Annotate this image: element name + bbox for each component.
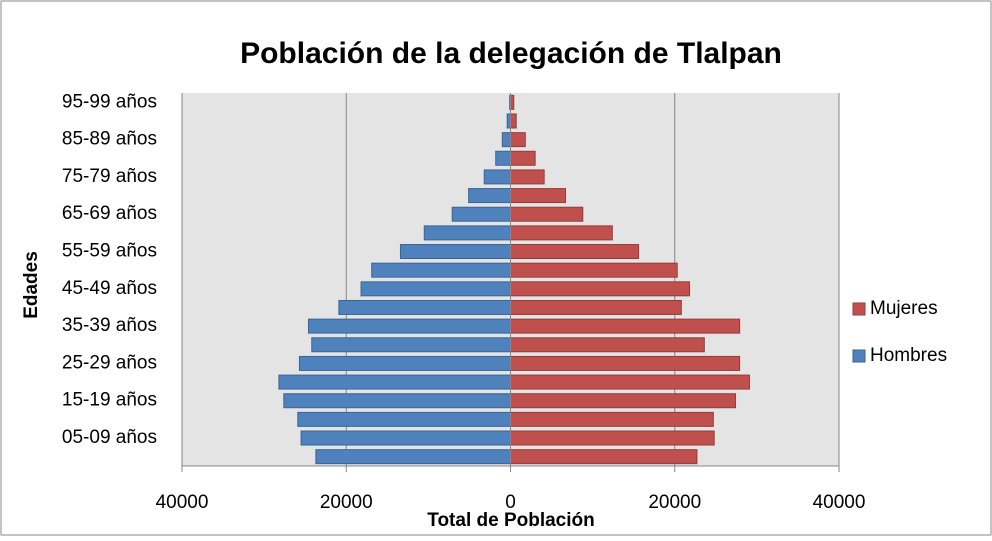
bar	[311, 337, 511, 353]
legend-swatch	[852, 349, 866, 363]
bar	[510, 188, 567, 204]
y-tick-label: 05-09 años	[62, 427, 157, 448]
bar	[510, 430, 715, 446]
bar	[510, 150, 536, 166]
y-tick-label: 95-99 años	[62, 91, 157, 112]
y-tick-label: 65-69 años	[62, 203, 157, 224]
bar	[278, 374, 511, 390]
bar	[399, 244, 512, 260]
bar	[451, 206, 512, 222]
bar	[510, 113, 517, 129]
bar	[423, 225, 511, 241]
bar	[510, 244, 640, 260]
bar	[510, 132, 526, 148]
bar	[510, 262, 678, 278]
bar	[510, 299, 682, 315]
bar	[483, 169, 512, 185]
bar	[338, 299, 512, 315]
bar	[283, 393, 511, 409]
legend-label: Hombres	[870, 345, 947, 366]
bar	[510, 225, 613, 241]
x-tick-label: 20000	[648, 492, 701, 513]
chart-title: Población de la delegación de Tlalpan	[240, 37, 782, 70]
bar	[510, 206, 584, 222]
bar	[510, 169, 545, 185]
y-tick-label: 55-59 años	[62, 241, 157, 262]
y-tick-label: 85-89 años	[62, 129, 157, 150]
bar	[360, 281, 511, 297]
bar	[501, 132, 512, 148]
y-tick-label: 25-29 años	[62, 352, 157, 373]
bar	[371, 262, 511, 278]
y-tick-label: 45-49 años	[62, 278, 157, 299]
bar	[315, 449, 511, 465]
bar	[510, 337, 705, 353]
bar	[510, 449, 698, 465]
y-tick-label: 75-79 años	[62, 166, 157, 187]
bar	[300, 430, 511, 446]
x-tick-label: 0	[505, 492, 516, 513]
legend-swatch	[852, 302, 866, 316]
bar	[510, 355, 741, 371]
bar	[510, 374, 750, 390]
y-tick-label: 35-39 años	[62, 315, 157, 336]
bar	[510, 393, 737, 409]
y-axis-title: Edades	[21, 251, 42, 319]
bar	[510, 318, 741, 334]
legend-label: Mujeres	[870, 298, 938, 319]
bar	[298, 355, 511, 371]
bar	[297, 411, 512, 427]
x-tick-label: 40000	[156, 492, 209, 513]
bar	[510, 411, 714, 427]
bar	[307, 318, 511, 334]
bar	[495, 150, 511, 166]
bar	[510, 281, 691, 297]
x-axis-title: Total de Población	[427, 510, 595, 531]
x-tick-label: 20000	[320, 492, 373, 513]
y-tick-label: 15-19 años	[62, 390, 157, 411]
bar	[468, 188, 511, 204]
x-tick-label: 40000	[813, 492, 866, 513]
